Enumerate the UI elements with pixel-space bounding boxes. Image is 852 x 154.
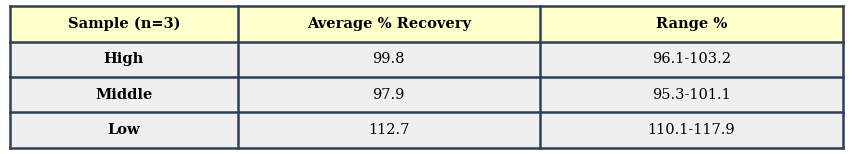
Text: Range %: Range % xyxy=(655,17,726,31)
Text: Middle: Middle xyxy=(95,88,153,102)
Bar xyxy=(10,77,237,112)
Text: High: High xyxy=(104,52,144,66)
Text: Sample (n=3): Sample (n=3) xyxy=(67,17,180,31)
Text: Low: Low xyxy=(107,123,140,137)
Text: 110.1-117.9: 110.1-117.9 xyxy=(647,123,734,137)
Bar xyxy=(237,42,539,77)
Text: Average % Recovery: Average % Recovery xyxy=(306,17,470,31)
Bar xyxy=(237,77,539,112)
Bar xyxy=(539,112,842,148)
Text: 112.7: 112.7 xyxy=(367,123,409,137)
Bar xyxy=(10,42,237,77)
Text: 99.8: 99.8 xyxy=(372,52,405,66)
Bar xyxy=(237,6,539,42)
Bar xyxy=(539,6,842,42)
Bar xyxy=(539,77,842,112)
Text: 95.3-101.1: 95.3-101.1 xyxy=(651,88,730,102)
Text: 96.1-103.2: 96.1-103.2 xyxy=(651,52,730,66)
Bar xyxy=(539,42,842,77)
Bar xyxy=(10,6,237,42)
Text: 97.9: 97.9 xyxy=(372,88,405,102)
Bar xyxy=(10,112,237,148)
Bar xyxy=(237,112,539,148)
